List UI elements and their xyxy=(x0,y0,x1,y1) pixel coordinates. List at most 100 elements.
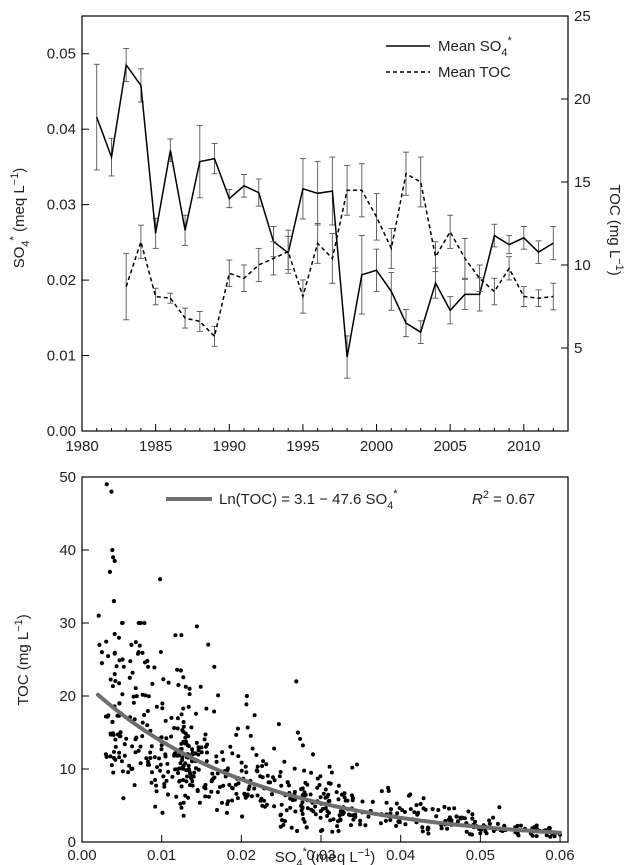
scatter-point xyxy=(256,794,260,798)
scatter-point xyxy=(234,733,238,737)
scatter-point xyxy=(225,811,229,815)
scatter-point xyxy=(184,779,188,783)
scatter-point xyxy=(379,821,383,825)
scatter-point xyxy=(117,755,121,759)
scatter-point xyxy=(105,482,109,486)
scatter-point xyxy=(158,577,162,581)
scatter-point xyxy=(134,737,138,741)
scatter-point xyxy=(330,830,334,834)
scatter-point xyxy=(255,769,259,773)
scatter-point xyxy=(144,756,148,760)
scatter-point xyxy=(225,802,229,806)
scatter-point xyxy=(111,555,115,559)
scatter-point xyxy=(261,775,265,779)
scatter-point xyxy=(183,794,187,798)
scatter-point xyxy=(200,750,204,754)
scatter-point xyxy=(301,786,305,790)
scatter-point xyxy=(220,750,224,754)
scatter-point xyxy=(228,745,232,749)
scatter-point xyxy=(207,795,211,799)
top-x-tick-label: 1990 xyxy=(213,438,246,455)
scatter-point xyxy=(460,816,464,820)
scatter-point xyxy=(174,795,178,799)
scatter-point xyxy=(347,813,351,817)
scatter-point xyxy=(119,730,123,734)
scatter-point xyxy=(100,650,104,654)
scatter-point xyxy=(491,816,495,820)
top-x-tick-label: 1995 xyxy=(286,438,319,455)
scatter-point xyxy=(293,790,297,794)
scatter-point xyxy=(450,818,454,822)
scatter-point xyxy=(179,668,183,672)
scatter-point xyxy=(456,819,460,823)
scatter-point xyxy=(220,801,224,805)
scatter-point xyxy=(170,775,174,779)
scatter-point xyxy=(199,685,203,689)
scatter-point xyxy=(236,754,240,758)
scatter-point xyxy=(236,727,240,731)
top-y-right-tick-label: 25 xyxy=(574,8,591,25)
scatter-point xyxy=(146,709,150,713)
scatter-point xyxy=(214,754,218,758)
scatter-point xyxy=(198,801,202,805)
scatter-point xyxy=(188,687,192,691)
top-legend: Mean SO4* Mean TOC xyxy=(386,35,513,81)
scatter-point xyxy=(177,780,181,784)
scatter-point xyxy=(133,783,137,787)
scatter-point xyxy=(270,792,274,796)
scatter-point xyxy=(330,771,334,775)
scatter-point xyxy=(147,694,151,698)
scatter-point xyxy=(303,781,307,785)
scatter-point xyxy=(306,806,310,810)
scatter-point xyxy=(169,735,173,739)
scatter-point xyxy=(160,811,164,815)
scatter-point xyxy=(165,762,169,766)
scatter-point xyxy=(148,756,152,760)
scatter-point xyxy=(117,681,121,685)
scatter-point xyxy=(337,784,341,788)
scatter-point xyxy=(389,807,393,811)
scatter-point xyxy=(380,789,384,793)
scatter-point xyxy=(148,751,152,755)
scatter-point xyxy=(180,728,184,732)
scatter-point xyxy=(535,834,539,838)
scatter-point xyxy=(190,747,194,751)
scatter-point xyxy=(112,750,116,754)
scatter-point xyxy=(301,817,305,821)
scatter-point xyxy=(339,809,343,813)
scatter-point xyxy=(215,760,219,764)
scatter-point xyxy=(164,719,168,723)
scatter-point xyxy=(266,774,270,778)
scatter-point xyxy=(139,745,143,749)
scatter-point xyxy=(113,679,117,683)
scatter-point xyxy=(110,720,114,724)
scatter-point xyxy=(264,762,268,766)
scatter-point xyxy=(351,798,355,802)
scatter-point xyxy=(104,640,108,644)
scatter-point xyxy=(185,775,189,779)
bottom-x-tick-label: 0.01 xyxy=(147,847,176,864)
scatter-point xyxy=(318,774,322,778)
scatter-point xyxy=(141,651,145,655)
scatter-point xyxy=(301,743,305,747)
scatter-point xyxy=(203,737,207,741)
scatter-point xyxy=(216,693,220,697)
scatter-point xyxy=(466,810,470,814)
scatter-point xyxy=(295,829,299,833)
scatter-point xyxy=(324,788,328,792)
scatter-point xyxy=(181,675,185,679)
scatter-point xyxy=(111,684,115,688)
scatter-point xyxy=(294,679,298,683)
scatter-point xyxy=(121,796,125,800)
top-y-right-ticks: 510152025 xyxy=(561,8,591,357)
bottom-y-ticks: 01020304050 xyxy=(59,469,89,851)
scatter-point xyxy=(478,831,482,835)
scatter-point xyxy=(247,787,251,791)
scatter-point xyxy=(123,754,127,758)
scatter-point xyxy=(351,813,355,817)
scatter-point xyxy=(350,793,354,797)
scatter-point xyxy=(251,747,255,751)
scatter-point xyxy=(548,835,552,839)
scatter-point xyxy=(409,807,413,811)
